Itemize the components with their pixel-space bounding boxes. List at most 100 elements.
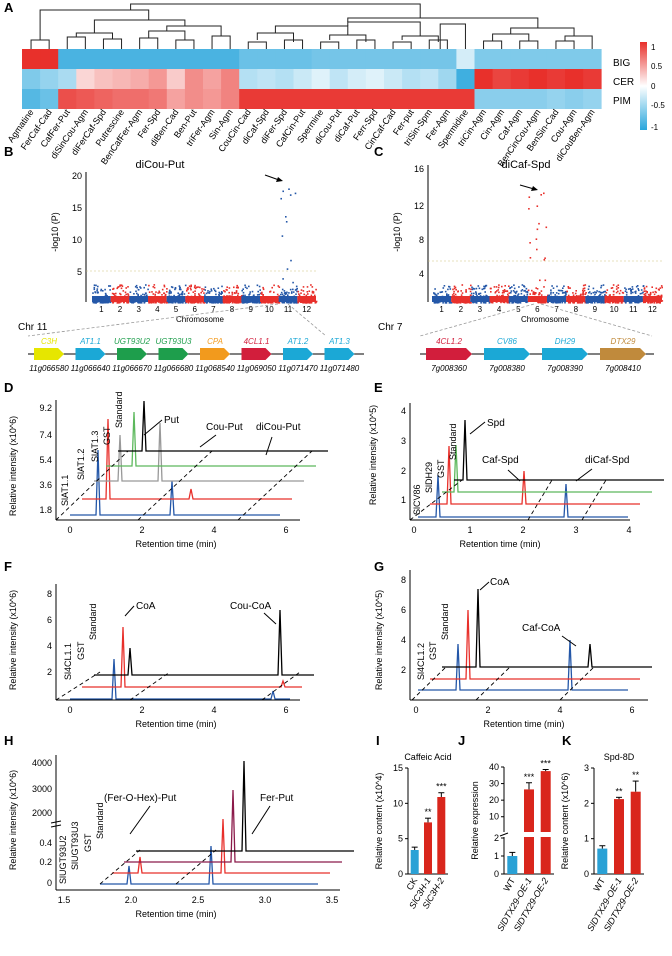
significance-label: ** — [632, 770, 640, 780]
ytick: 0 — [584, 869, 589, 879]
snp-point — [653, 302, 656, 304]
heatmap-cell — [329, 69, 349, 89]
snp-point — [517, 293, 520, 295]
snp-point — [644, 294, 646, 297]
snp-point — [508, 302, 511, 304]
snp-point — [561, 290, 564, 292]
snp-point — [655, 302, 658, 304]
snp-point — [441, 291, 444, 293]
snp-point — [109, 301, 112, 304]
heatmap-cell — [583, 49, 602, 69]
snp-point — [163, 292, 166, 295]
chromatogram-h — [56, 760, 354, 891]
snp-point — [457, 290, 459, 292]
trace-standard — [118, 400, 328, 452]
bar — [630, 791, 641, 874]
snp-point — [99, 301, 102, 304]
xtick: 1 — [99, 305, 104, 314]
snp-point — [281, 288, 284, 291]
snp-point — [300, 292, 302, 294]
chromatogram-e — [409, 419, 664, 521]
heatmap-cell — [221, 49, 240, 69]
significance-label: *** — [524, 772, 535, 782]
h-xlabel: Retention time (min) — [135, 909, 216, 919]
snp-point — [501, 285, 503, 288]
trace-standard — [136, 760, 354, 852]
h-ylabel: Relative intensity (x10^6) — [8, 770, 18, 870]
snp-point — [525, 287, 528, 290]
bar-chart-k: 0123WT**SlDTX29-OE-1**SlDTX29-OE-2Spd-8D… — [560, 752, 644, 933]
snp-point — [101, 302, 103, 304]
snp-point — [135, 290, 137, 293]
snp-point — [566, 290, 568, 293]
gene-arrow — [200, 348, 230, 360]
xtick: 2 — [485, 705, 490, 715]
snp-point — [528, 208, 530, 210]
snp-point — [204, 286, 207, 288]
bar-chart-j: 01210203040WT***SlDTX29-OE-1***SlDTX29-O… — [470, 758, 558, 933]
snp-point — [93, 288, 96, 291]
snp-point — [483, 301, 485, 304]
snp-point — [102, 290, 104, 292]
snp-band — [110, 296, 130, 302]
snp-point — [617, 302, 620, 304]
snp-point — [539, 279, 541, 282]
snp-point — [104, 292, 107, 295]
manhattan-b-xlabel: Chromosome — [176, 315, 225, 324]
snp-point — [472, 294, 474, 297]
snp-point — [233, 286, 235, 289]
xtick: 3.0 — [259, 895, 272, 905]
manhattan-b-points — [92, 188, 318, 304]
snp-point — [470, 292, 473, 295]
d-annotations: Put Cou-Put diCou-Put — [164, 415, 301, 433]
axis-break-dash — [409, 479, 463, 521]
snp-point — [612, 284, 615, 286]
snp-point — [195, 301, 197, 304]
snp-point — [228, 287, 231, 289]
snp-point — [468, 301, 470, 304]
snp-point — [237, 292, 240, 295]
snp-point — [459, 302, 462, 304]
snp-point — [95, 302, 97, 304]
heatmap-cell — [166, 89, 186, 109]
snp-point — [284, 293, 287, 296]
ytick: 4 — [401, 406, 406, 416]
f-xticks: 0 2 4 6 — [67, 705, 288, 715]
trace-label: SlDH29 — [424, 462, 434, 493]
e-arrows — [469, 421, 593, 482]
snp-point — [181, 290, 184, 293]
heatmap-cell — [402, 49, 421, 69]
trace-slat1-3 — [94, 422, 304, 482]
snp-point — [646, 291, 648, 293]
snp-point — [310, 301, 313, 304]
snp-point — [581, 302, 583, 304]
snp-point — [644, 301, 647, 304]
trace-label: SlAT1.2 — [76, 449, 86, 480]
snp-point — [112, 287, 115, 290]
snp-point — [506, 301, 509, 304]
gene-id: 11g066640 — [71, 364, 111, 373]
annotation: (Fer-O-Hex)-Put — [104, 793, 176, 804]
snp-point — [200, 302, 202, 304]
dendrogram-link — [401, 35, 439, 42]
snp-point — [226, 286, 228, 288]
snp-point — [162, 301, 164, 303]
snp-point — [168, 289, 171, 292]
xtick: 3.5 — [326, 895, 339, 905]
snp-point — [233, 301, 236, 304]
snp-point — [194, 293, 196, 295]
snp-band — [508, 296, 528, 302]
snp-point — [550, 289, 552, 291]
snp-point — [140, 301, 143, 304]
dendrogram-link — [66, 36, 86, 49]
ytick: 8 — [401, 575, 406, 585]
xtick: 7 — [554, 305, 559, 314]
g-ylabel: Relative intensity (x10^5) — [374, 590, 384, 690]
snp-point — [470, 284, 472, 287]
snp-point — [209, 301, 211, 304]
snp-point — [439, 291, 442, 294]
snp-point — [526, 293, 529, 296]
snp-point — [191, 302, 194, 304]
snp-point — [285, 216, 287, 218]
panel-label-c: C — [374, 144, 384, 159]
